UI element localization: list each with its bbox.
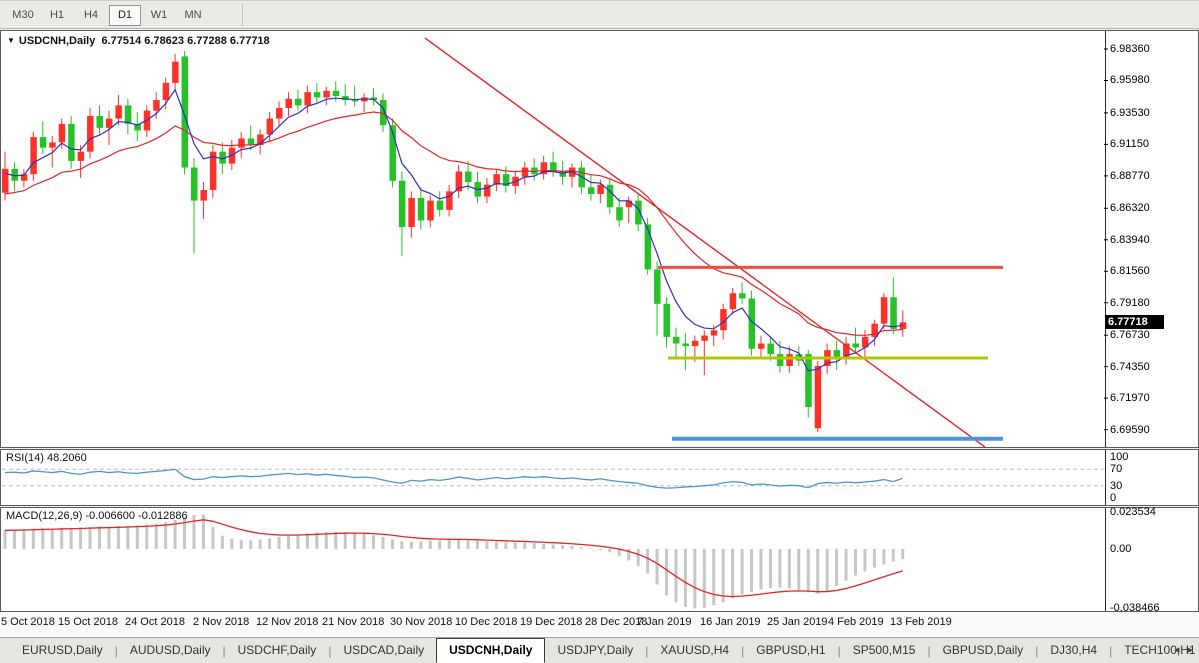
tab-scroll-right-icon[interactable]: ▸ xyxy=(1187,644,1193,656)
rsi-axis-label: 0 xyxy=(1110,492,1117,504)
date-axis-label: 15 Oct 2018 xyxy=(58,616,118,628)
tab-separator: | xyxy=(222,644,226,658)
date-axis-label: 12 Nov 2018 xyxy=(256,616,319,628)
date-axis-label: 7 Jan 2019 xyxy=(637,616,692,628)
timeframe-buttons: M30 H1 H4 D1 W1 MN xyxy=(6,1,210,26)
tab-separator: | xyxy=(741,644,745,658)
timeframe-button-h4[interactable]: H4 xyxy=(83,9,99,21)
tab-usdchf-daily[interactable]: USDCHF,Daily xyxy=(237,643,317,657)
price-axis-label: 6.95980 xyxy=(1110,74,1150,87)
date-axis-label: 25 Jan 2019 xyxy=(767,616,828,628)
tab-usdjpy-daily[interactable]: USDJPY,Daily xyxy=(557,643,634,657)
date-axis-label: 24 Oct 2018 xyxy=(125,616,185,628)
timeframe-button-d1[interactable]: D1 xyxy=(109,5,141,26)
date-axis: 5 Oct 2018 15 Oct 2018 24 Oct 2018 2 Nov 20… xyxy=(0,612,1199,637)
tab-eurusd-daily[interactable]: EURUSD,Daily xyxy=(22,643,103,657)
chart-tab-bar: EURUSD,Daily | AUDUSD,Daily | USDCHF,Daily | U… xyxy=(0,637,1199,663)
macd-axis-separator xyxy=(1105,508,1106,611)
date-axis-label: 13 Feb 2019 xyxy=(890,616,952,628)
tab-tech100-h1[interactable]: TECH100,H1 xyxy=(1124,643,1196,657)
tab-usdcad-daily[interactable]: USDCAD,Daily xyxy=(343,643,425,657)
price-axis-label: 6.98360 xyxy=(1110,43,1150,55)
tab-separator: | xyxy=(645,644,649,658)
price-axis-label: 6.86320 xyxy=(1110,202,1150,215)
price-axis-label: 6.71970 xyxy=(1110,392,1150,405)
price-axis-label: 6.74350 xyxy=(1110,360,1150,373)
rsi-panel[interactable] xyxy=(0,449,1199,506)
chart-tabs: EURUSD,Daily | AUDUSD,Daily | USDCHF,Daily | U… xyxy=(10,638,1199,663)
tab-gbpusd-h1[interactable]: GBPUSD,H1 xyxy=(756,643,826,657)
rsi-axis-label: 100 xyxy=(1110,451,1129,463)
price-axis-separator xyxy=(1105,31,1106,447)
current-price-badge: 6.77718 xyxy=(1105,315,1164,330)
tab-dj30-h4[interactable]: DJ30,H4 xyxy=(1050,643,1098,657)
macd-axis-label: 0.00 xyxy=(1110,542,1132,555)
price-axis-label: 6.81560 xyxy=(1110,265,1150,278)
timeframe-button-h1[interactable]: H1 xyxy=(49,9,65,21)
tab-separator: | xyxy=(1109,644,1113,658)
timeframe-toolbar: M30 H1 H4 D1 W1 MN xyxy=(0,0,1199,29)
tab-usdcnh-daily[interactable]: USDCNH,Daily xyxy=(436,638,546,663)
tab-separator: | xyxy=(114,644,118,658)
tab-separator: | xyxy=(927,644,931,658)
tab-separator: | xyxy=(1035,644,1039,658)
chart-title: ▼ USDCNH,Daily 6.77514 6.78623 6.77288 6.… xyxy=(7,35,270,47)
date-axis-label: 4 Feb 2019 xyxy=(828,616,884,628)
macd-axis-label: -0.038466 xyxy=(1110,602,1160,615)
toolbar-separator xyxy=(242,4,243,26)
rsi-axis-label: 30 xyxy=(1110,479,1123,492)
date-axis-label: 21 Nov 2018 xyxy=(322,616,385,628)
date-axis-label: 2 Nov 2018 xyxy=(193,616,250,628)
date-axis-label: 28 Dec 2018 xyxy=(585,616,648,628)
price-axis-label: 6.91150 xyxy=(1110,138,1149,151)
tab-audusd-daily[interactable]: AUDUSD,Daily xyxy=(129,643,211,657)
tab-separator: | xyxy=(328,644,332,658)
macd-indicator-label: MACD(12,26,9) -0.006600 -0.012886 xyxy=(6,510,188,522)
timeframe-button-w1[interactable]: W1 xyxy=(150,9,168,21)
chevron-down-icon[interactable]: ▼ xyxy=(7,36,15,45)
price-axis-label: 6.93530 xyxy=(1110,106,1150,119)
rsi-axis-separator xyxy=(1105,450,1106,505)
rsi-indicator-label: RSI(14) 48.2060 xyxy=(6,452,87,464)
tab-scroll-arrows: ◂ ▸ xyxy=(1166,643,1193,656)
macd-panel[interactable] xyxy=(0,507,1199,612)
tab-gbpusd-daily[interactable]: GBPUSD,Daily xyxy=(942,643,1024,657)
price-axis-label: 6.69590 xyxy=(1110,423,1150,436)
price-axis-label: 6.88770 xyxy=(1110,169,1150,182)
tab-xauusd-h4[interactable]: XAUUSD,H4 xyxy=(660,643,730,657)
macd-axis-label: 0.023534 xyxy=(1110,506,1156,519)
price-axis-label: 6.79180 xyxy=(1110,296,1150,309)
date-axis-label: 30 Nov 2018 xyxy=(390,616,453,628)
rsi-axis-label: 70 xyxy=(1110,463,1123,476)
date-axis-label: 10 Dec 2018 xyxy=(455,616,518,628)
tab-scroll-left-icon[interactable]: ◂ xyxy=(1173,644,1180,656)
date-axis-label: 5 Oct 2018 xyxy=(1,616,55,628)
chart-ohlc-values: 6.77514 6.78623 6.77288 6.77718 xyxy=(101,35,270,47)
tab-separator: | xyxy=(837,644,841,658)
timeframe-button-mn[interactable]: MN xyxy=(184,9,202,21)
main-chart-panel[interactable] xyxy=(0,30,1199,448)
chart-symbol-label: USDCNH,Daily xyxy=(18,35,96,47)
date-axis-label: 16 Jan 2019 xyxy=(700,616,761,628)
price-axis-label: 6.76730 xyxy=(1110,329,1150,342)
date-axis-label: 19 Dec 2018 xyxy=(520,616,583,628)
tab-sp500-m15[interactable]: SP500,M15 xyxy=(852,643,916,657)
price-axis-label: 6.83940 xyxy=(1110,233,1150,246)
timeframe-button-m30[interactable]: M30 xyxy=(12,9,34,21)
